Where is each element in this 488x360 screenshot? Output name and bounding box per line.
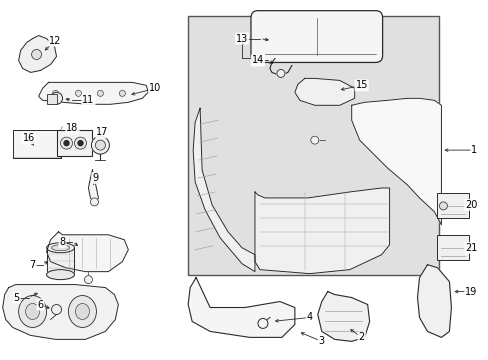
Text: 19: 19 — [464, 287, 476, 297]
Circle shape — [52, 90, 59, 96]
Polygon shape — [417, 265, 450, 337]
Ellipse shape — [51, 245, 69, 251]
Text: 5: 5 — [14, 293, 20, 302]
Ellipse shape — [19, 296, 46, 328]
Text: 6: 6 — [38, 300, 43, 310]
Circle shape — [84, 276, 92, 284]
Circle shape — [439, 202, 447, 210]
Circle shape — [276, 69, 285, 77]
Text: 7: 7 — [29, 260, 36, 270]
Circle shape — [51, 305, 61, 315]
Polygon shape — [317, 292, 369, 341]
Polygon shape — [88, 170, 98, 205]
Circle shape — [78, 141, 83, 146]
Text: 1: 1 — [470, 145, 476, 155]
Circle shape — [50, 92, 62, 104]
Circle shape — [75, 90, 81, 96]
Polygon shape — [39, 82, 148, 104]
Text: 3: 3 — [318, 336, 324, 346]
Text: 13: 13 — [235, 33, 247, 44]
Polygon shape — [2, 285, 118, 339]
Bar — [437, 235, 468, 260]
Text: 16: 16 — [22, 133, 35, 143]
Text: 4: 4 — [306, 312, 312, 323]
Circle shape — [32, 50, 41, 59]
Text: 8: 8 — [60, 237, 65, 247]
Text: 10: 10 — [149, 84, 161, 93]
Circle shape — [61, 137, 72, 149]
Ellipse shape — [75, 303, 89, 319]
Circle shape — [95, 140, 105, 150]
Ellipse shape — [68, 296, 96, 328]
Ellipse shape — [46, 270, 74, 280]
Text: 18: 18 — [66, 123, 79, 133]
Circle shape — [258, 319, 267, 328]
FancyBboxPatch shape — [250, 11, 382, 62]
Polygon shape — [351, 98, 441, 225]
Bar — [46, 94, 57, 104]
Text: 2: 2 — [358, 332, 364, 342]
Bar — [437, 193, 468, 218]
Polygon shape — [46, 232, 128, 272]
Text: 14: 14 — [251, 55, 264, 66]
Bar — [46, 247, 74, 275]
Circle shape — [310, 136, 318, 144]
Text: 12: 12 — [49, 36, 61, 46]
Text: 17: 17 — [96, 127, 108, 137]
Circle shape — [64, 141, 69, 146]
Circle shape — [97, 90, 103, 96]
Polygon shape — [193, 108, 254, 272]
Bar — [188, 15, 439, 275]
Ellipse shape — [25, 303, 40, 319]
Circle shape — [90, 198, 98, 206]
Circle shape — [119, 90, 125, 96]
Ellipse shape — [46, 243, 74, 253]
Text: 21: 21 — [464, 243, 477, 253]
Polygon shape — [19, 36, 57, 72]
Bar — [13, 130, 61, 158]
Circle shape — [91, 136, 109, 154]
Polygon shape — [254, 188, 389, 274]
Text: 20: 20 — [464, 200, 477, 210]
Polygon shape — [188, 278, 294, 337]
Circle shape — [74, 137, 86, 149]
Text: 15: 15 — [355, 80, 367, 90]
Text: 9: 9 — [92, 173, 98, 183]
Text: 11: 11 — [82, 95, 94, 105]
Polygon shape — [294, 78, 354, 105]
Bar — [57, 130, 92, 156]
